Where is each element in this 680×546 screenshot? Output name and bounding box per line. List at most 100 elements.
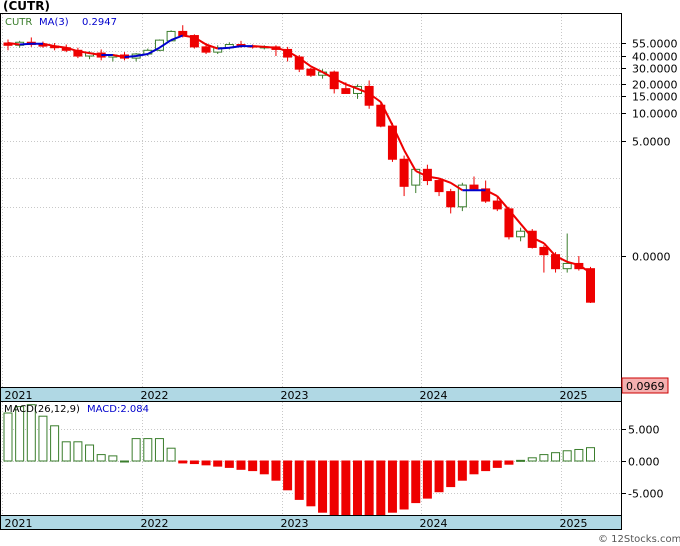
candle-up xyxy=(516,230,526,238)
macd-bar-negative xyxy=(492,460,502,468)
macd-bar-negative xyxy=(283,460,293,491)
macd-x-axis-band xyxy=(0,515,622,530)
macd-bar-negative xyxy=(294,460,304,500)
macd-bar-positive xyxy=(516,459,526,462)
price-tick-label: 20.0000 xyxy=(632,79,678,92)
macd-x-tick-label: 2024 xyxy=(420,517,448,530)
macd-x-tick-label: 2023 xyxy=(281,517,309,530)
macd-bar-negative xyxy=(411,460,421,504)
candle-down xyxy=(178,30,188,37)
macd-bar-positive xyxy=(551,452,561,462)
macd-bar-negative xyxy=(201,460,211,466)
macd-bar-negative xyxy=(329,460,339,516)
price-x-tick-label: 2024 xyxy=(420,389,448,402)
macd-bar-negative xyxy=(504,460,514,465)
candle-down xyxy=(446,191,456,208)
macd-bar-negative xyxy=(224,460,234,468)
macd-bar-positive xyxy=(26,404,36,462)
macd-y-axis: 5.000 0.000 -5.000 xyxy=(621,424,663,501)
macd-bar-negative xyxy=(341,460,351,518)
macd-bar-positive xyxy=(73,441,83,462)
macd-bar-positive xyxy=(562,450,572,462)
macd-bar-negative xyxy=(353,460,362,520)
price-x-axis: 2021 2022 2023 2024 2025 xyxy=(5,389,588,402)
macd-bar-negative xyxy=(248,460,258,472)
macd-bar-negative xyxy=(469,460,479,475)
macd-bar-positive xyxy=(50,425,60,462)
candle-down xyxy=(189,35,199,48)
macd-tick-label: 0.000 xyxy=(628,456,660,469)
candle-down xyxy=(586,268,595,303)
candle-down xyxy=(434,180,444,193)
candle-down xyxy=(376,104,386,127)
legend-ma-value: 0.2947 xyxy=(82,17,117,28)
ma3-line-down xyxy=(7,34,592,274)
price-tick-label: 40.0000 xyxy=(632,51,678,64)
price-x-tick-label: 2025 xyxy=(560,389,588,402)
macd-bar-negative xyxy=(318,460,328,513)
macd-bar-negative xyxy=(446,460,456,488)
macd-bar-negative xyxy=(189,460,199,465)
macd-bars xyxy=(3,404,595,520)
price-x-tick-label: 2023 xyxy=(281,389,309,402)
macd-bar-positive xyxy=(574,448,584,462)
candle-up xyxy=(457,184,467,208)
candle-down xyxy=(341,88,351,94)
macd-bar-positive xyxy=(61,441,71,462)
macd-x-axis: 2021 2022 2023 2024 2025 xyxy=(5,517,588,530)
macd-bar-positive xyxy=(120,460,129,463)
macd-bar-positive xyxy=(85,444,95,462)
watermark: © 12Stocks.com xyxy=(598,534,680,545)
candle-down xyxy=(539,246,549,256)
candle-down xyxy=(469,184,479,190)
macd-bar-negative xyxy=(306,460,316,507)
macd-bar-positive xyxy=(38,415,48,462)
macd-bar-negative xyxy=(457,460,467,481)
candle-down xyxy=(399,158,409,187)
macd-bar-negative xyxy=(364,460,374,519)
macd-tick-label: -5.000 xyxy=(628,488,663,501)
macd-bar-negative xyxy=(422,460,432,499)
candle-down xyxy=(492,200,502,210)
macd-x-tick-label: 2025 xyxy=(560,517,588,530)
macd-bar-positive xyxy=(15,406,25,462)
price-tick-label: 30.0000 xyxy=(632,63,678,76)
macd-bar-negative xyxy=(399,460,409,510)
price-tick-label: 15.0000 xyxy=(632,91,678,104)
last-price-box xyxy=(621,377,669,394)
macd-bar-positive xyxy=(527,457,537,462)
last-price-label: 0.0969 xyxy=(626,380,665,393)
price-tick-label: 10.0000 xyxy=(632,108,678,121)
macd-legend-label: MACD(26,12,9) xyxy=(4,404,80,415)
macd-bar-positive xyxy=(3,412,13,462)
macd-bar-negative xyxy=(259,460,269,475)
macd-bar-positive xyxy=(108,455,118,462)
macd-x-tick-label: 2021 xyxy=(5,517,33,530)
price-tick-label: 55.0000 xyxy=(632,38,678,51)
macd-bar-positive xyxy=(154,438,164,462)
macd-bar-positive xyxy=(166,447,176,462)
macd-bar-positive xyxy=(96,454,106,462)
candle-down xyxy=(201,46,211,53)
macd-bar-negative xyxy=(213,460,223,467)
candle-up xyxy=(562,262,572,270)
macd-bar-positive xyxy=(539,454,549,462)
macd-bar-positive xyxy=(586,447,595,462)
price-grid xyxy=(1,14,621,387)
ma3-line-up xyxy=(19,34,486,192)
legend-symbol: CUTR xyxy=(5,17,32,28)
candle-down xyxy=(306,68,316,76)
price-tick-label: 0.0000 xyxy=(632,251,671,264)
macd-x-tick-label: 2022 xyxy=(141,517,169,530)
macd-tick-label: 5.000 xyxy=(628,424,660,437)
price-x-axis-band xyxy=(0,387,622,402)
legend-ma-label: MA(3) xyxy=(39,17,69,28)
candle-down xyxy=(481,188,491,202)
price-tick-label: 5.0000 xyxy=(632,136,671,149)
macd-bar-negative xyxy=(481,460,491,472)
chart-title: (CUTR) xyxy=(3,0,50,13)
macd-bar-negative xyxy=(434,460,444,493)
macd-bar-negative xyxy=(376,460,386,517)
macd-bar-negative xyxy=(178,460,188,464)
